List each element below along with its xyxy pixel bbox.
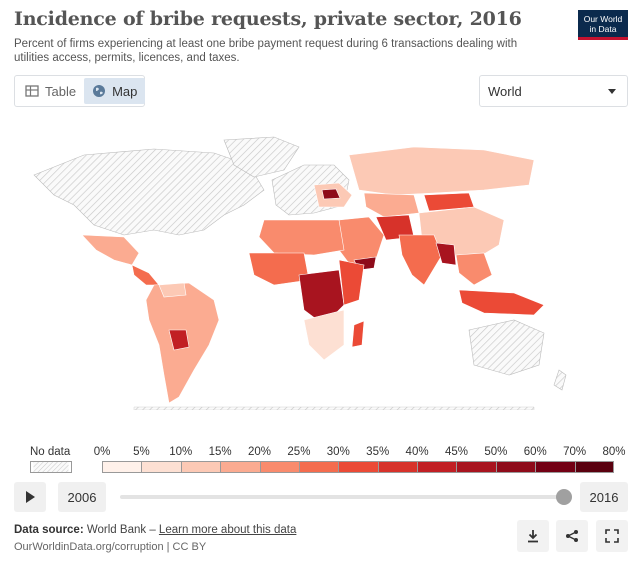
legend-bin-swatch[interactable]	[495, 461, 536, 473]
map-region-madagascar[interactable]	[351, 320, 365, 348]
data-source-label: Data source:	[14, 524, 84, 536]
legend-bin-label: 5%	[133, 446, 150, 458]
play-icon	[25, 491, 35, 503]
map-legend: No data 0% 5% 10% 15% 20% 25% 30% 35% 40% 45% 50% 6…	[14, 444, 628, 474]
map-region-north-america[interactable]	[33, 148, 265, 236]
legend-bin-swatch[interactable]	[220, 461, 260, 473]
fullscreen-button[interactable]	[596, 520, 628, 552]
chart-subtitle: Percent of firms experiencing at least o…	[14, 38, 518, 64]
legend-bin-swatch[interactable]	[574, 461, 614, 473]
logo-line1: Our World	[583, 14, 623, 24]
world-map[interactable]	[14, 135, 628, 410]
legend-bin-swatch[interactable]	[338, 461, 378, 473]
legend-bin-swatch[interactable]	[102, 461, 142, 473]
legend-bin-label: 50%	[484, 446, 508, 458]
region-select-value: World	[488, 83, 522, 99]
region-select[interactable]: World	[479, 75, 628, 107]
map-region-mexico[interactable]	[81, 234, 140, 266]
chart-title: Incidence of bribe requests, private sec…	[14, 8, 522, 30]
legend-bin-label: 35%	[366, 446, 390, 458]
tab-table-label: Table	[45, 83, 77, 99]
map-region-indonesia[interactable]	[458, 289, 545, 316]
legend-bin-label: 40%	[405, 446, 429, 458]
legend-bin-label: 25%	[287, 446, 311, 458]
data-source-value: World Bank	[86, 524, 147, 536]
map-region-india[interactable]	[398, 234, 443, 286]
map-region-antarctica[interactable]	[133, 406, 535, 410]
legend-bin-label: 10%	[169, 446, 193, 458]
data-source-separator: –	[149, 524, 156, 536]
timeline-track[interactable]	[120, 495, 564, 499]
legend-bin-swatch[interactable]	[180, 461, 221, 473]
timeline-end-year[interactable]: 2016	[580, 482, 628, 512]
legend-bin-label: 0%	[93, 446, 111, 458]
chevron-down-icon	[608, 89, 616, 94]
legend-bin-label: 45%	[444, 446, 468, 458]
legend-no-data-swatch[interactable]	[30, 461, 72, 473]
data-source: Data source: World Bank – Learn more abo…	[14, 524, 296, 536]
map-region-north-africa[interactable]	[258, 219, 345, 256]
legend-bin-swatch[interactable]	[535, 461, 575, 473]
legend-bin-swatch[interactable]	[141, 461, 181, 473]
legend-bin-label: 30%	[326, 446, 350, 458]
legend-bin-swatch[interactable]	[259, 461, 299, 473]
legend-bin-label: 70%	[563, 446, 587, 458]
tab-map-label: Map	[112, 83, 138, 99]
globe-icon	[93, 85, 106, 97]
timeline: 2006 2016	[14, 482, 628, 512]
view-tabs: Table Map	[14, 75, 146, 107]
map-region-greenland[interactable]	[223, 136, 300, 178]
logo-line2: in Data	[589, 24, 617, 34]
share-button[interactable]	[556, 520, 588, 552]
legend-bin-label: 20%	[248, 446, 272, 458]
map-region-venezuela[interactable]	[158, 282, 187, 298]
map-region-kazakhstan[interactable]	[363, 192, 420, 218]
table-icon	[25, 85, 39, 97]
legend-no-data-label: No data	[30, 446, 71, 458]
legend-bin-swatch[interactable]	[417, 461, 457, 473]
fullscreen-icon	[605, 529, 619, 543]
owid-logo[interactable]: Our World in Data	[578, 10, 628, 40]
learn-more-link[interactable]: Learn more about this data	[158, 524, 297, 536]
map-region-bolivia[interactable]	[168, 329, 190, 351]
legend-bin-swatch[interactable]	[298, 461, 339, 473]
timeline-start-year[interactable]: 2006	[58, 482, 106, 512]
download-icon	[528, 530, 538, 543]
map-region-west-africa[interactable]	[248, 252, 310, 286]
legend-bin-label: 15%	[208, 446, 232, 458]
play-button[interactable]	[14, 482, 46, 512]
map-region-ukraine[interactable]	[321, 188, 341, 200]
tab-map[interactable]: Map	[84, 78, 146, 104]
map-region-new-zealand[interactable]	[553, 369, 567, 391]
map-region-east-africa[interactable]	[338, 259, 365, 306]
legend-bin-swatch[interactable]	[377, 461, 418, 473]
share-icon	[566, 530, 578, 542]
map-region-central-america[interactable]	[131, 264, 160, 286]
tab-table[interactable]: Table	[17, 78, 84, 104]
download-button[interactable]	[517, 520, 549, 552]
legend-bin-label: 80%	[602, 446, 626, 458]
map-region-southern-africa[interactable]	[303, 309, 345, 361]
map-region-australia[interactable]	[468, 319, 545, 376]
timeline-handle[interactable]	[556, 489, 572, 505]
map-region-bangladesh-myanmar[interactable]	[435, 242, 457, 266]
map-region-russia[interactable]	[348, 146, 535, 196]
legend-bin-label: 60%	[523, 446, 547, 458]
source-url[interactable]: OurWorldinData.org/corruption | CC BY	[14, 541, 207, 553]
legend-bin-swatch[interactable]	[456, 461, 496, 473]
map-region-southeast-asia[interactable]	[455, 252, 493, 286]
